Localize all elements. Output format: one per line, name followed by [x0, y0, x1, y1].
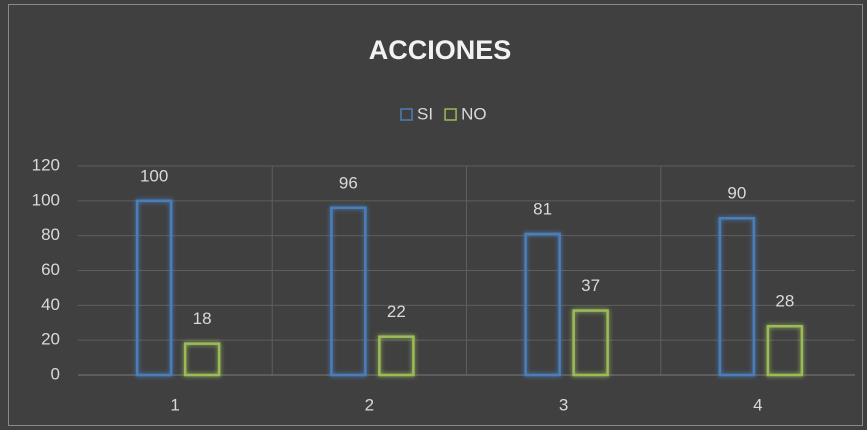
x-tick-label: 2: [365, 395, 374, 414]
bar: [183, 342, 221, 377]
bar: [572, 309, 609, 377]
y-tick-label: 120: [32, 155, 60, 174]
y-tick-label: 0: [51, 364, 60, 383]
bar: [524, 232, 561, 377]
y-tick-label: 40: [41, 295, 60, 314]
data-label: 22: [387, 302, 406, 321]
chart-border: [8, 4, 863, 426]
legend-swatch: [444, 108, 457, 121]
y-tick-label: 100: [32, 190, 60, 209]
bar: [378, 335, 415, 377]
data-label: 90: [727, 184, 746, 203]
data-label: 28: [775, 292, 794, 311]
bar: [135, 199, 173, 377]
y-tick-label: 60: [41, 260, 60, 279]
y-tick-label: 20: [41, 330, 60, 349]
x-tick-label: 3: [559, 395, 568, 414]
bar: [330, 206, 367, 377]
legend-label: NO: [461, 104, 487, 123]
data-label: 81: [533, 199, 552, 218]
data-label: 100: [140, 166, 168, 185]
chart-title: ACCIONES: [369, 35, 512, 65]
data-label: 18: [193, 309, 212, 328]
legend-label: SI: [417, 104, 433, 123]
y-tick-label: 80: [41, 225, 60, 244]
x-tick-label: 1: [170, 395, 179, 414]
legend-swatch: [400, 108, 413, 121]
bar: [766, 324, 804, 377]
bar: [718, 217, 756, 377]
data-label: 96: [339, 173, 358, 192]
x-tick-label: 4: [753, 395, 762, 414]
data-label: 37: [581, 276, 600, 295]
